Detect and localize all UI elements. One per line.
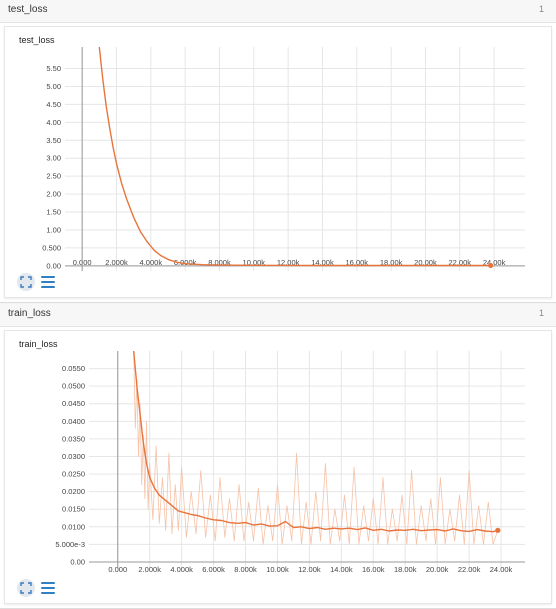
y-tick-label: 5.50 [46,64,61,73]
y-tick-label: 4.00 [46,118,61,127]
test-loss-section-header[interactable]: test_loss 1 [0,0,556,23]
test-loss-section: test_loss 1 test_loss 0.000 2.000k 4.000k 6… [0,0,556,303]
train-loss-section-header[interactable]: train_loss 1 [0,304,556,327]
y-tick-label: 0.0550 [62,364,85,373]
series-line [98,47,491,267]
y-tick-label: 0.0250 [62,470,85,479]
x-tick-label: 8.000k [208,258,231,267]
x-tick-label: 20.00k [414,258,437,267]
y-tick-label: 3.00 [46,154,61,163]
y-tick-label: 0.0200 [62,487,85,496]
x-tick-label: 12.00k [277,258,300,267]
y-tick-label: 2.50 [46,172,61,181]
x-tick-label: 2.000k [138,565,161,574]
series-line [133,351,498,533]
y-tick-label: 1.00 [46,225,61,234]
x-tick-label: 6.000k [202,565,225,574]
x-tick-label: 6.000k [174,258,197,267]
section-count: 1 [538,4,544,14]
expand-icon [20,276,32,288]
series-end-point [488,262,494,269]
x-tick-label: 14.00k [311,258,334,267]
y-tick-label: 0.00 [70,557,85,566]
section-count: 1 [538,308,544,318]
x-tick-label: 0.000 [108,565,127,574]
y-tick-label: 5.000e-3 [55,540,85,549]
y-tick-label: 3.50 [46,136,61,145]
section-title: test_loss [8,4,48,15]
series-end-point [495,527,501,533]
y-tick-label: 5.00 [46,82,61,91]
y-tick-label: 0.0300 [62,452,85,461]
x-tick-label: 20.00k [426,565,449,574]
train-loss-chart[interactable]: 0.000 2.000k 4.000k 6.000k 8.000k 10.00k 12.00… [5,331,551,579]
menu-button[interactable] [41,276,55,288]
x-tick-label: 2.000k [105,258,128,267]
x-tick-label: 14.00k [330,565,353,574]
x-tick-label: 22.00k [458,565,481,574]
x-tick-label: 4.000k [170,565,193,574]
x-tick-label: 18.00k [394,565,417,574]
y-tick-label: 0.0500 [62,382,85,391]
expand-button[interactable] [17,273,35,291]
x-tick-label: 16.00k [362,565,385,574]
y-tick-label: 1.50 [46,208,61,217]
x-tick-label: 24.00k [483,258,506,267]
x-tick-label: 12.00k [298,565,321,574]
y-tick-label: 0.0450 [62,399,85,408]
section-title: train_loss [8,308,51,319]
train-loss-chart-card: train_loss 0.000 2.000k 4.000k 6.000k 8.000k… [4,330,552,604]
x-tick-label: 4.000k [140,258,163,267]
y-tick-label: 0.0100 [62,522,85,531]
raw-series-line [133,351,499,545]
y-tick-label: 4.50 [46,100,61,109]
y-tick-label: 0.0400 [62,417,85,426]
y-tick-label: 2.00 [46,190,61,199]
x-tick-label: 8.000k [234,565,257,574]
x-tick-label: 22.00k [449,258,472,267]
menu-icon [41,582,55,594]
menu-button[interactable] [41,582,55,594]
expand-button[interactable] [17,579,35,597]
chart-title: test_loss [19,35,55,45]
test-loss-chart-card: test_loss 0.000 2.000k 4.000k 6.000k 8.000k 1… [4,26,552,298]
x-tick-label: 10.00k [243,258,266,267]
test-loss-chart[interactable]: 0.000 2.000k 4.000k 6.000k 8.000k 10.00k 12.00… [5,27,551,271]
y-tick-label: 0.00 [46,261,61,270]
y-tick-label: 0.0150 [62,505,85,514]
expand-icon [20,582,32,594]
y-tick-label: 0.0350 [62,434,85,443]
menu-icon [41,276,55,288]
x-tick-label: 24.00k [490,565,513,574]
y-tick-label: 0.500 [42,243,61,252]
train-loss-section: train_loss 1 train_loss 0.000 2.000k 4.000… [0,304,556,609]
x-tick-label: 16.00k [346,258,369,267]
chart-title: train_loss [19,339,58,349]
x-tick-label: 18.00k [380,258,403,267]
x-tick-label: 10.00k [266,565,289,574]
